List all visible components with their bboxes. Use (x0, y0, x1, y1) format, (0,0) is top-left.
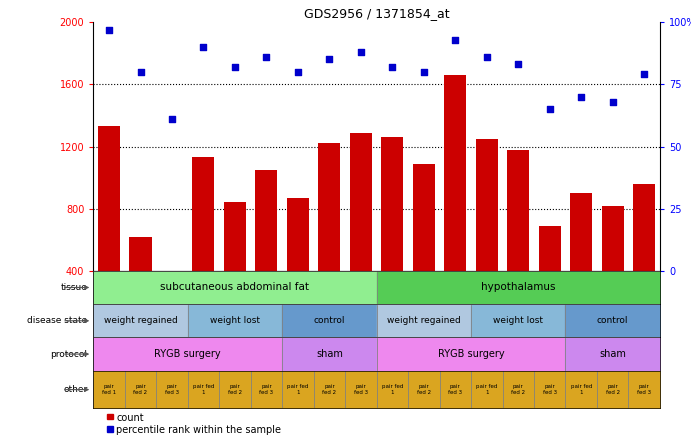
Text: pair
fed 3: pair fed 3 (448, 384, 462, 395)
Text: pair fed
1: pair fed 1 (571, 384, 592, 395)
Point (545, 106, 556, 113)
Text: protocol: protocol (50, 349, 88, 359)
Text: pair
fed 3: pair fed 3 (354, 384, 368, 395)
Point (638, 71, 650, 78)
Title: GDS2956 / 1371854_at: GDS2956 / 1371854_at (304, 7, 449, 20)
Bar (161, 275, 183, 333)
Bar (256, 170, 278, 333)
Text: pair
fed 2: pair fed 2 (322, 384, 337, 395)
Text: pair
fed 1: pair fed 1 (102, 384, 116, 395)
Bar (224, 202, 246, 333)
Text: pair fed
1: pair fed 1 (476, 384, 498, 395)
Text: pair fed
1: pair fed 1 (381, 384, 403, 395)
Bar (381, 137, 404, 333)
Point (387, 63, 398, 71)
Point (292, 68, 303, 75)
Text: weight lost: weight lost (210, 316, 260, 325)
Point (261, 53, 272, 60)
Text: control: control (314, 316, 345, 325)
Text: pair
fed 2: pair fed 2 (511, 384, 525, 395)
Text: RYGB surgery: RYGB surgery (154, 349, 221, 359)
Text: other: other (64, 385, 88, 394)
Point (513, 61, 524, 68)
Text: RYGB surgery: RYGB surgery (437, 349, 504, 359)
Text: sham: sham (316, 349, 343, 359)
Text: hypothalamus: hypothalamus (481, 282, 556, 293)
Bar (350, 133, 372, 333)
Text: pair fed
1: pair fed 1 (287, 384, 309, 395)
Text: pair
fed 2: pair fed 2 (133, 384, 148, 395)
Point (355, 48, 366, 56)
Bar (287, 198, 309, 333)
Text: weight lost: weight lost (493, 316, 543, 325)
Point (418, 68, 429, 75)
Text: pair fed
1: pair fed 1 (193, 384, 214, 395)
Bar (413, 164, 435, 333)
Text: count: count (116, 412, 144, 423)
Text: pair
fed 2: pair fed 2 (417, 384, 431, 395)
Text: pair
fed 2: pair fed 2 (228, 384, 242, 395)
Text: tissue: tissue (61, 283, 88, 292)
Text: percentile rank within the sample: percentile rank within the sample (116, 425, 281, 435)
Point (324, 56, 335, 63)
Bar (444, 75, 466, 333)
Bar (507, 151, 529, 333)
Point (104, 26, 115, 33)
Text: pair
fed 3: pair fed 3 (542, 384, 557, 395)
Point (607, 98, 618, 105)
Text: control: control (597, 316, 628, 325)
Text: weight regained: weight regained (387, 316, 461, 325)
Bar (129, 237, 151, 333)
Point (229, 63, 240, 71)
Text: disease state: disease state (28, 316, 88, 325)
Point (481, 53, 492, 60)
Bar (539, 226, 560, 333)
Bar (633, 184, 655, 333)
Bar (602, 206, 624, 333)
Point (450, 36, 461, 43)
Bar (98, 127, 120, 333)
Point (198, 44, 209, 51)
Point (135, 68, 146, 75)
Text: pair
fed 3: pair fed 3 (165, 384, 179, 395)
Bar (319, 143, 341, 333)
Point (576, 93, 587, 100)
Text: pair
fed 3: pair fed 3 (637, 384, 651, 395)
Point (167, 115, 178, 123)
Bar (570, 193, 592, 333)
Bar (192, 158, 214, 333)
Text: subcutaneous abdominal fat: subcutaneous abdominal fat (160, 282, 310, 293)
Bar (475, 139, 498, 333)
Text: pair
fed 2: pair fed 2 (605, 384, 620, 395)
Text: weight regained: weight regained (104, 316, 178, 325)
Text: pair
fed 3: pair fed 3 (259, 384, 274, 395)
Text: sham: sham (599, 349, 626, 359)
